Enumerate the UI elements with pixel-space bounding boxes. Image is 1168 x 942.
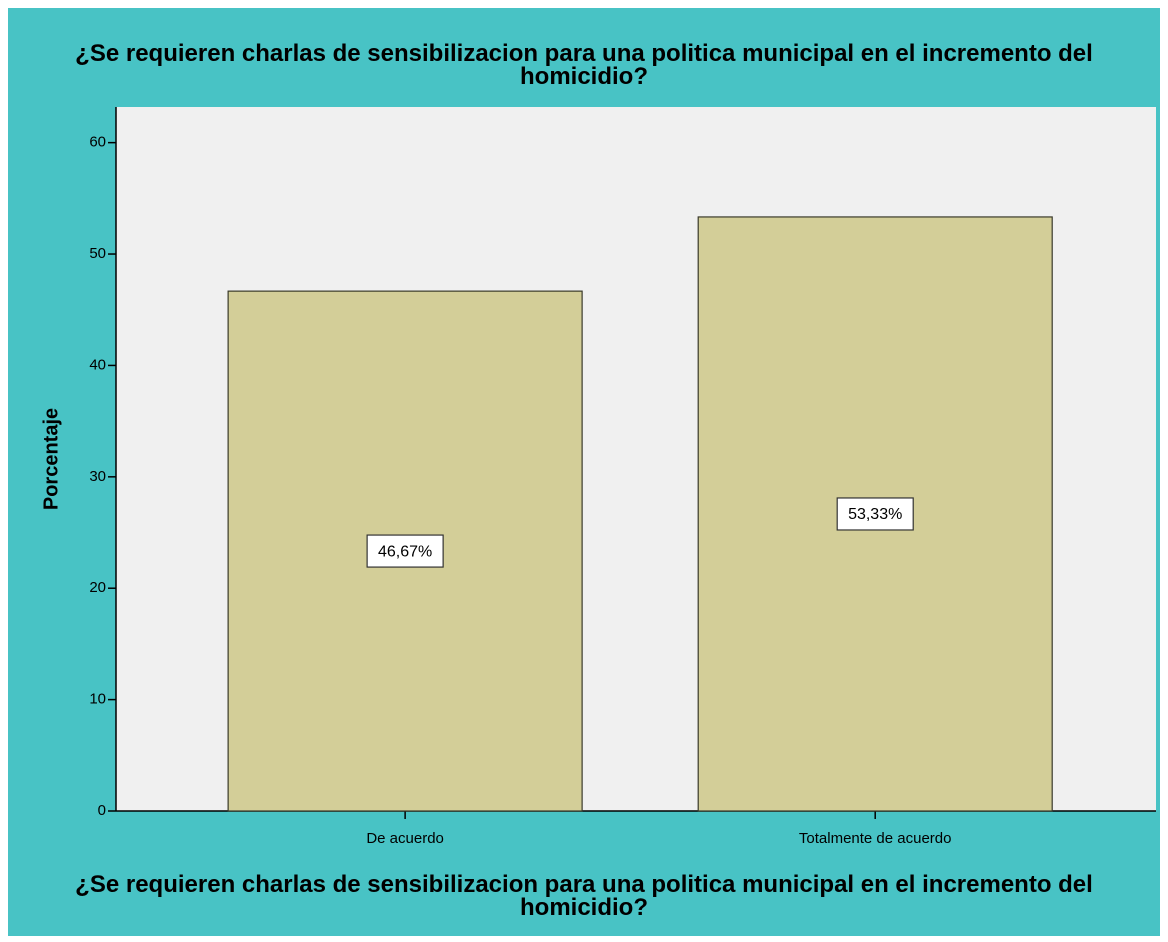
value-label-box — [366, 534, 444, 568]
y-tick-label: 30 — [89, 468, 106, 485]
y-axis-label: Porcentaje — [40, 408, 62, 510]
x-axis-label: ¿Se requieren charlas de sensibilizacion… — [75, 871, 1093, 921]
y-tick-label: 10 — [89, 691, 106, 708]
y-tick-label: 50 — [89, 245, 106, 262]
y-tick-label: 60 — [89, 134, 106, 151]
y-tick-label: 0 — [98, 802, 106, 819]
y-tick-label: 20 — [89, 579, 106, 596]
x-tick-label: Totalmente de acuerdo — [799, 830, 952, 847]
x-tick-label: De acuerdo — [366, 830, 444, 847]
chart-title: ¿Se requieren charlas de sensibilizacion… — [75, 40, 1093, 90]
y-tick-label: 40 — [89, 356, 106, 373]
value-label-box — [836, 497, 914, 531]
value-label: 53,33% — [848, 506, 902, 523]
value-label: 46,67% — [378, 543, 432, 560]
